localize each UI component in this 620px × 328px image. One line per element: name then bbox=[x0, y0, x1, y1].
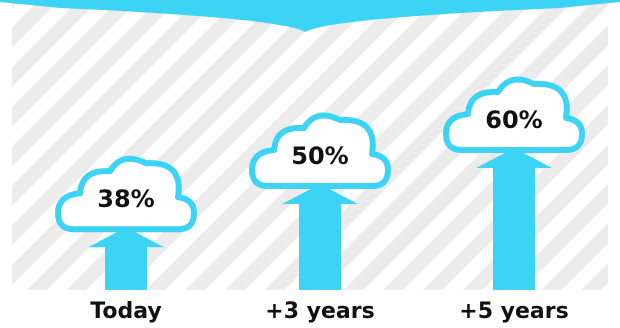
x-tick-label-2: +3 years bbox=[265, 299, 374, 324]
data-labels-group: 38% 50% 60% bbox=[97, 106, 542, 213]
bar-arrow-2 bbox=[282, 184, 358, 290]
top-banner bbox=[0, 0, 620, 32]
data-label-1: 38% bbox=[97, 185, 154, 213]
x-tick-label-1: Today bbox=[90, 299, 161, 324]
bars-group bbox=[88, 148, 552, 290]
cloud-icon bbox=[443, 76, 585, 153]
data-label-3: 60% bbox=[485, 106, 542, 134]
clouds-group bbox=[55, 76, 585, 233]
x-tick-labels-group: Today +3 years +5 years bbox=[90, 299, 568, 324]
bar-arrow-3 bbox=[476, 148, 552, 290]
cloud-icon bbox=[249, 112, 391, 189]
bar-arrow-1 bbox=[88, 227, 164, 290]
data-label-2: 50% bbox=[291, 142, 348, 170]
cloud-icon bbox=[55, 155, 197, 233]
x-tick-label-3: +5 years bbox=[459, 299, 568, 324]
